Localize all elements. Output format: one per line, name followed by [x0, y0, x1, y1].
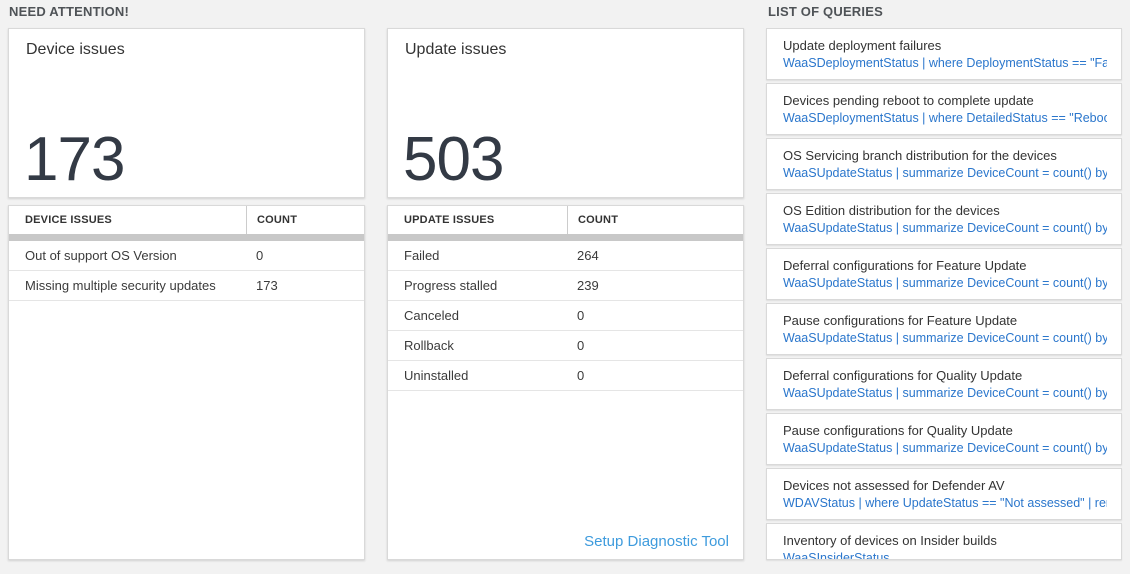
query-code: WaaSUpdateStatus | summarize DeviceCount… [783, 441, 1107, 455]
query-list: Update deployment failures WaaSDeploymen… [766, 28, 1122, 560]
table-row[interactable]: Missing multiple security updates 173 [9, 271, 364, 301]
device-issues-table-panel: DEVICE ISSUES COUNT Out of support OS Ve… [8, 205, 365, 560]
query-item[interactable]: OS Edition distribution for the devices … [766, 193, 1122, 245]
query-title: Devices not assessed for Defender AV [783, 478, 1005, 493]
list-of-queries-section-header: LIST OF QUERIES [768, 4, 883, 19]
row-count: 264 [577, 248, 599, 263]
row-label: Missing multiple security updates [25, 278, 216, 293]
update-issues-table-panel: UPDATE ISSUES COUNT Failed 264 Progress … [387, 205, 744, 560]
row-count: 239 [577, 278, 599, 293]
query-item[interactable]: Devices not assessed for Defender AV WDA… [766, 468, 1122, 520]
query-code: WaaSUpdateStatus | summarize DeviceCount… [783, 221, 1107, 235]
query-code: WDAVStatus | where UpdateStatus == "Not … [783, 496, 1107, 510]
device-table-header-issues: DEVICE ISSUES [25, 214, 112, 226]
row-count: 0 [577, 368, 585, 383]
query-title: Inventory of devices on Insider builds [783, 533, 997, 548]
need-attention-section-header: NEED ATTENTION! [9, 4, 129, 19]
row-label: Out of support OS Version [25, 248, 177, 263]
query-code: WaaSDeploymentStatus | where DetailedSta… [783, 111, 1107, 125]
row-label: Uninstalled [404, 368, 469, 383]
query-code: WaaSUpdateStatus | summarize DeviceCount… [783, 166, 1107, 180]
row-count: 0 [577, 338, 585, 353]
query-item[interactable]: Update deployment failures WaaSDeploymen… [766, 28, 1122, 80]
row-count: 0 [256, 248, 264, 263]
query-item[interactable]: Deferral configurations for Quality Upda… [766, 358, 1122, 410]
query-title: Deferral configurations for Feature Upda… [783, 258, 1027, 273]
query-code: WaaSDeploymentStatus | where DeploymentS… [783, 56, 1107, 70]
query-title: Devices pending reboot to complete updat… [783, 93, 1034, 108]
update-table-header-divider-bar [388, 234, 743, 241]
table-row[interactable]: Rollback 0 [388, 331, 743, 361]
table-row[interactable]: Failed 264 [388, 241, 743, 271]
update-table-header-count: COUNT [567, 206, 743, 234]
device-issues-count: 173 [24, 125, 125, 194]
query-title: OS Edition distribution for the devices [783, 203, 1000, 218]
query-code: WaaSInsiderStatus [783, 551, 890, 560]
query-item[interactable]: Pause configurations for Feature Update … [766, 303, 1122, 355]
update-table-header-row: UPDATE ISSUES COUNT [388, 206, 743, 234]
table-row[interactable]: Out of support OS Version 0 [9, 241, 364, 271]
device-issues-card-title: Device issues [26, 41, 125, 58]
query-code: WaaSUpdateStatus | summarize DeviceCount… [783, 331, 1107, 345]
row-label: Failed [404, 248, 440, 263]
table-row[interactable]: Uninstalled 0 [388, 361, 743, 391]
query-title: Deferral configurations for Quality Upda… [783, 368, 1023, 383]
row-label: Canceled [404, 308, 459, 323]
device-table-header-row: DEVICE ISSUES COUNT [9, 206, 364, 234]
query-item[interactable]: Devices pending reboot to complete updat… [766, 83, 1122, 135]
table-row[interactable]: Canceled 0 [388, 301, 743, 331]
setup-diagnostic-tool-link[interactable]: Setup Diagnostic Tool [584, 533, 729, 550]
device-table-header-count: COUNT [246, 206, 364, 234]
table-row[interactable]: Progress stalled 239 [388, 271, 743, 301]
query-code: WaaSUpdateStatus | summarize DeviceCount… [783, 276, 1107, 290]
query-code: WaaSUpdateStatus | summarize DeviceCount… [783, 386, 1107, 400]
row-count: 0 [577, 308, 585, 323]
query-title: Pause configurations for Quality Update [783, 423, 1013, 438]
query-item[interactable]: OS Servicing branch distribution for the… [766, 138, 1122, 190]
query-item[interactable]: Pause configurations for Quality Update … [766, 413, 1122, 465]
update-table-header-issues: UPDATE ISSUES [404, 214, 495, 226]
row-label: Rollback [404, 338, 454, 353]
update-issues-card-title: Update issues [405, 41, 507, 58]
query-title: OS Servicing branch distribution for the… [783, 148, 1057, 163]
query-title: Update deployment failures [783, 38, 942, 53]
device-table-header-divider-bar [9, 234, 364, 241]
update-issues-card[interactable]: Update issues 503 [387, 28, 744, 198]
query-item[interactable]: Deferral configurations for Feature Upda… [766, 248, 1122, 300]
query-item[interactable]: Inventory of devices on Insider builds W… [766, 523, 1122, 560]
row-count: 173 [256, 278, 278, 293]
row-label: Progress stalled [404, 278, 498, 293]
query-title: Pause configurations for Feature Update [783, 313, 1018, 328]
device-issues-card[interactable]: Device issues 173 [8, 28, 365, 198]
update-issues-count: 503 [403, 125, 504, 194]
